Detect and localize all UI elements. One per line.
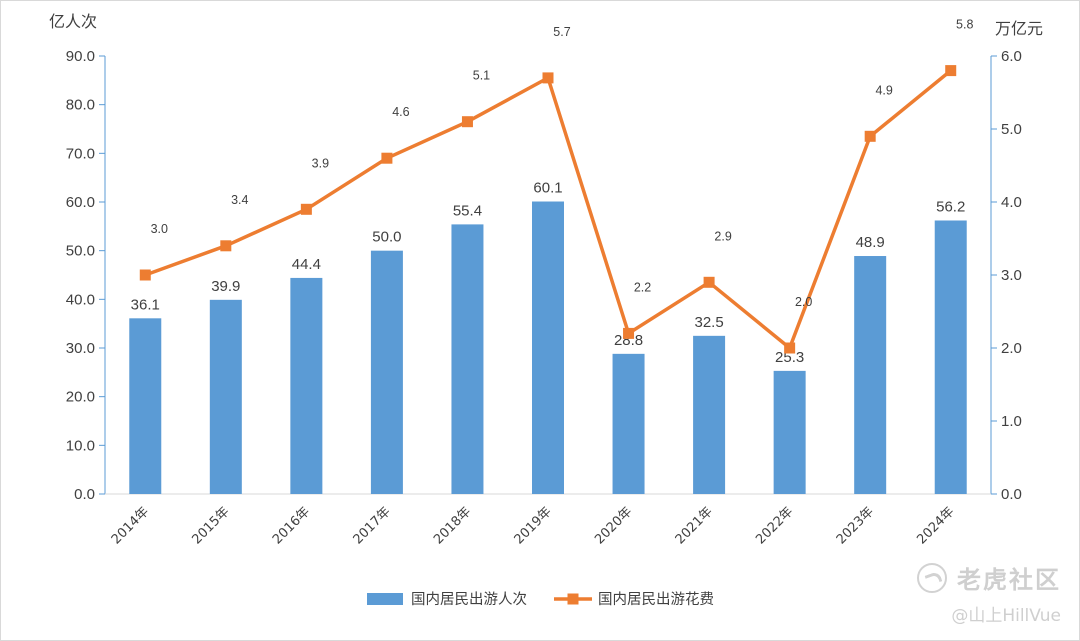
bar-2024年: [934, 220, 967, 494]
bar-data-label: 36.1: [131, 296, 160, 313]
legend-label-spending: 国内居民出游花费: [598, 591, 714, 608]
x-axis-tick-label: 2021年: [673, 504, 716, 547]
bar-data-label: 32.5: [694, 314, 723, 331]
legend-line-marker: [567, 593, 579, 605]
line-data-label: 3.9: [312, 156, 329, 170]
bar-2018年: [451, 224, 484, 495]
line-data-label: 5.8: [956, 18, 973, 32]
line-point-2019年: [542, 72, 554, 84]
left-axis-tick-label: 90.0: [66, 48, 95, 65]
left-axis-tick-label: 10.0: [66, 437, 95, 454]
legend-bar-swatch: [367, 593, 403, 605]
bar-2016年: [290, 277, 323, 494]
tiger-logo-icon: [917, 562, 947, 593]
bar-data-label: 48.9: [856, 234, 885, 251]
x-axis-tick-label: 2024年: [914, 504, 957, 547]
line-data-label: 2.0: [795, 295, 812, 309]
line-data-label: 5.7: [553, 25, 570, 39]
bar-data-label: 39.9: [211, 278, 240, 295]
bar-2015年: [209, 299, 242, 494]
line-data-label: 2.9: [714, 229, 731, 243]
line-point-2023年: [864, 130, 876, 142]
x-axis-tick-label: 2023年: [834, 504, 877, 547]
right-axis-tick-label: 2.0: [1001, 340, 1022, 357]
line-point-2015年: [220, 240, 232, 252]
x-axis-tick-label: 2022年: [753, 504, 796, 547]
right-axis-tick-label: 3.0: [1001, 267, 1022, 284]
right-axis-tick-label: 6.0: [1001, 48, 1022, 65]
left-axis-tick-label: 20.0: [66, 389, 95, 406]
left-axis-tick-label: 40.0: [66, 291, 95, 308]
left-axis-tick-label: 50.0: [66, 243, 95, 260]
watermark-brand: 老虎社区: [957, 566, 1061, 594]
right-axis-tick-label: 1.0: [1001, 413, 1022, 430]
x-axis-tick-label: 2019年: [512, 504, 555, 547]
left-axis-tick-label: 80.0: [66, 97, 95, 114]
right-axis-tick-label: 4.0: [1001, 194, 1022, 211]
left-axis-unit: 亿人次: [49, 12, 97, 31]
left-axis-tick-label: 30.0: [66, 340, 95, 357]
bar-data-label: 25.3: [775, 349, 804, 366]
line-data-label: 4.6: [392, 105, 409, 119]
bar-data-label: 55.4: [453, 202, 482, 219]
right-axis-tick-label: 0.0: [1001, 486, 1022, 503]
bar-2014年: [129, 318, 162, 494]
line-point-2020年: [623, 327, 635, 339]
watermark-handle: @山上HillVue: [951, 606, 1061, 626]
bar-data-label: 28.8: [614, 332, 643, 349]
x-axis-tick-label: 2015年: [189, 504, 232, 547]
x-axis-tick-label: 2016年: [270, 504, 313, 547]
bar-2017年: [370, 250, 403, 494]
left-axis-tick-label: 0.0: [74, 486, 95, 503]
left-axis-tick-label: 70.0: [66, 145, 95, 162]
bar-data-label: 60.1: [533, 180, 562, 197]
bar-2019年: [532, 201, 564, 494]
line-point-2017年: [381, 152, 393, 164]
bar-2021年: [693, 335, 726, 494]
x-axis-tick-label: 2018年: [431, 504, 474, 547]
right-axis-tick-label: 5.0: [1001, 121, 1022, 138]
bar-data-label: 50.0: [372, 229, 401, 246]
bar-2020年: [612, 353, 645, 494]
line-data-label: 2.2: [634, 280, 651, 294]
line-data-label: 3.4: [231, 193, 248, 207]
bar-data-label: 44.4: [292, 256, 321, 273]
bar-2023年: [854, 256, 887, 494]
x-axis-tick-label: 2014年: [109, 504, 152, 547]
left-axis-tick-label: 60.0: [66, 194, 95, 211]
line-point-2016年: [300, 203, 312, 215]
bar-2022年: [773, 370, 806, 494]
line-point-2024年: [945, 65, 957, 77]
bar-data-label: 56.2: [936, 198, 965, 215]
watermark-brand-row: 老虎社区: [881, 560, 1061, 595]
right-axis-unit: 万亿元: [995, 19, 1043, 38]
legend-label-visitors: 国内居民出游人次: [411, 591, 527, 608]
line-data-label: 3.0: [151, 222, 168, 236]
x-axis-tick-label: 2017年: [351, 504, 394, 547]
line-point-2018年: [461, 116, 473, 128]
line-point-2014年: [139, 269, 151, 281]
line-data-label: 5.1: [473, 69, 490, 83]
line-point-2022年: [784, 342, 796, 354]
line-data-label: 4.9: [875, 83, 892, 97]
line-point-2021年: [703, 276, 715, 288]
watermark: 老虎社区 @山上HillVue: [881, 560, 1061, 630]
x-axis-tick-label: 2020年: [592, 504, 635, 547]
